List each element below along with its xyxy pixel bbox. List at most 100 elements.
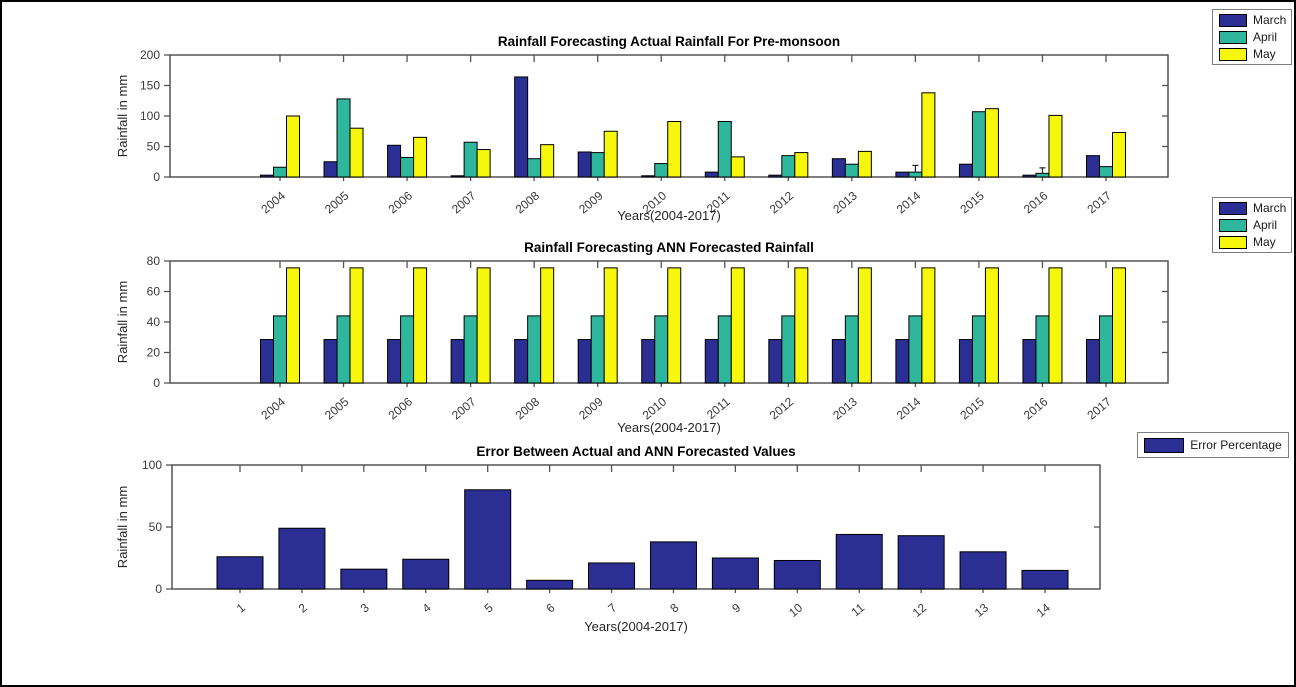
y-tick-label: 60 xyxy=(147,285,161,299)
bar-may-2016 xyxy=(1048,114,1063,178)
x-tick-label: 14 xyxy=(1034,600,1053,620)
bar-error-percentage-4 xyxy=(402,558,450,590)
bar-march-2011 xyxy=(704,339,719,384)
bar-april-2013 xyxy=(844,315,859,384)
bar-error-percentage-5 xyxy=(464,489,512,590)
march-swatch xyxy=(1219,201,1247,215)
april-swatch xyxy=(1219,218,1247,232)
bar-may-2006 xyxy=(413,136,428,178)
x-tick-label: 11 xyxy=(849,600,868,619)
x-tick-label: 2005 xyxy=(322,394,352,422)
x-tick-label: 9 xyxy=(729,600,743,615)
bar-april-2007 xyxy=(463,141,478,178)
bar-march-2010 xyxy=(641,175,656,178)
bar-error-percentage-1 xyxy=(216,556,264,590)
x-tick-label: 2014 xyxy=(894,188,924,216)
bar-april-2005 xyxy=(336,98,351,178)
x-tick-label: 2016 xyxy=(1021,394,1051,422)
bar-may-2017 xyxy=(1112,267,1126,384)
bar-may-2013 xyxy=(857,150,872,178)
may-label: May xyxy=(1253,47,1276,61)
bar-march-2014 xyxy=(895,339,910,384)
bar-april-2006 xyxy=(400,315,415,384)
x-axis-label: Years(2004-2017) xyxy=(617,420,721,435)
y-axis-label: Rainfall in mm xyxy=(115,75,130,157)
march-label: March xyxy=(1253,201,1287,215)
x-tick-label: 2 xyxy=(296,600,310,615)
y-tick-label: 80 xyxy=(147,254,161,268)
bar-march-2007 xyxy=(450,339,465,384)
x-tick-label: 2007 xyxy=(449,394,479,422)
x-tick-label: 2017 xyxy=(1084,188,1114,216)
bar-may-2011 xyxy=(730,156,745,178)
x-tick-label: 2004 xyxy=(258,188,288,216)
bar-error-percentage-9 xyxy=(711,557,759,590)
x-tick-label: 2017 xyxy=(1084,394,1114,422)
x-tick-label: 10 xyxy=(786,600,805,620)
bar-april-2010 xyxy=(654,315,669,384)
x-axis-label: Years(2004-2017) xyxy=(584,619,688,634)
x-tick-label: 2015 xyxy=(957,188,987,216)
bar-march-2010 xyxy=(641,339,656,384)
bar-error-percentage-13 xyxy=(959,551,1007,590)
bar-april-2006 xyxy=(400,156,415,178)
bar-may-2017 xyxy=(1112,131,1126,178)
bar-march-2013 xyxy=(831,339,846,384)
y-tick-label: 50 xyxy=(149,520,163,534)
bar-error-percentage-2 xyxy=(278,527,326,590)
bar-may-2006 xyxy=(413,267,428,384)
bar-error-percentage-10 xyxy=(773,559,821,590)
bar-april-2016 xyxy=(1035,172,1050,178)
legend-item-error-percentage: Error Percentage xyxy=(1144,437,1282,453)
y-tick-label: 50 xyxy=(147,140,161,154)
bar-march-2009 xyxy=(577,151,592,178)
bar-may-2012 xyxy=(794,152,809,178)
bar-may-2010 xyxy=(667,267,682,384)
bar-may-2007 xyxy=(476,267,491,384)
bar-march-2014 xyxy=(895,171,910,178)
x-tick-label: 2009 xyxy=(576,188,606,216)
bar-may-2004 xyxy=(286,267,300,384)
april-swatch xyxy=(1219,30,1247,44)
error-percentage-swatch xyxy=(1144,437,1185,453)
may-swatch xyxy=(1219,235,1247,249)
bar-may-2010 xyxy=(667,120,682,178)
bar-error-percentage-3 xyxy=(340,568,388,590)
bar-april-2012 xyxy=(781,155,796,178)
bar-april-2010 xyxy=(654,163,669,178)
bar-error-percentage-7 xyxy=(588,562,636,590)
march-label: March xyxy=(1253,13,1287,27)
error-percentage-label: Error Percentage xyxy=(1190,438,1282,452)
bar-may-2016 xyxy=(1048,267,1063,384)
bar-march-2016 xyxy=(1022,174,1037,178)
x-tick-label: 2007 xyxy=(449,188,479,216)
bar-march-2005 xyxy=(323,161,338,178)
legend-actual-rainfall: March April May xyxy=(1212,9,1292,65)
x-tick-label: 2012 xyxy=(767,394,797,422)
bar-march-2012 xyxy=(768,174,783,178)
bar-april-2009 xyxy=(590,315,605,384)
y-tick-label: 40 xyxy=(147,315,161,329)
bar-april-2008 xyxy=(527,315,542,384)
y-tick-label: 0 xyxy=(153,376,160,390)
x-tick-label: 1 xyxy=(234,600,248,615)
x-tick-label: 12 xyxy=(910,600,929,620)
march-swatch xyxy=(1219,13,1247,27)
bar-april-2014 xyxy=(908,171,923,178)
x-tick-label: 2014 xyxy=(894,394,924,422)
may-label: May xyxy=(1253,235,1276,249)
y-tick-label: 100 xyxy=(142,458,162,472)
bar-may-2007 xyxy=(476,149,491,178)
y-tick-label: 0 xyxy=(153,170,160,184)
bar-march-2006 xyxy=(387,144,402,178)
bar-may-2009 xyxy=(603,267,618,384)
bar-may-2012 xyxy=(794,267,809,384)
legend-ann-forecast: March April May xyxy=(1212,197,1292,253)
bar-error-percentage-6 xyxy=(526,579,574,590)
bar-april-2015 xyxy=(971,315,986,384)
bar-april-2011 xyxy=(717,315,732,384)
bar-march-2016 xyxy=(1022,339,1037,384)
bar-march-2004 xyxy=(260,174,274,178)
y-axis-label: Rainfall in mm xyxy=(115,281,130,363)
